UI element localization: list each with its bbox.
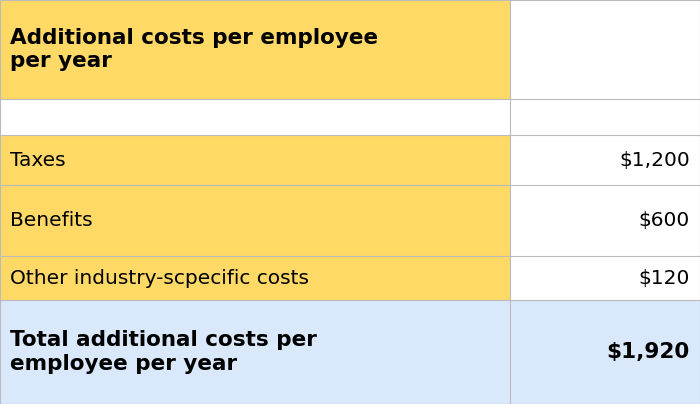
Bar <box>0 0 510 99</box>
Bar <box>0 300 510 404</box>
Text: $600: $600 <box>638 211 690 230</box>
Bar <box>0 185 510 256</box>
Text: Taxes: Taxes <box>10 151 66 170</box>
Bar <box>510 185 700 256</box>
Bar <box>510 135 700 185</box>
Text: $1,920: $1,920 <box>607 342 690 362</box>
Text: $120: $120 <box>638 269 690 288</box>
Text: Benefits: Benefits <box>10 211 92 230</box>
Bar <box>510 256 700 300</box>
Bar <box>0 99 510 135</box>
Bar <box>510 0 700 99</box>
Text: Total additional costs per
employee per year: Total additional costs per employee per … <box>10 330 317 374</box>
Bar <box>0 256 510 300</box>
Bar <box>510 99 700 135</box>
Text: $1,200: $1,200 <box>620 151 690 170</box>
Text: Additional costs per employee
per year: Additional costs per employee per year <box>10 28 378 71</box>
Text: Other industry-scpecific costs: Other industry-scpecific costs <box>10 269 309 288</box>
Bar <box>510 300 700 404</box>
Bar <box>0 135 510 185</box>
